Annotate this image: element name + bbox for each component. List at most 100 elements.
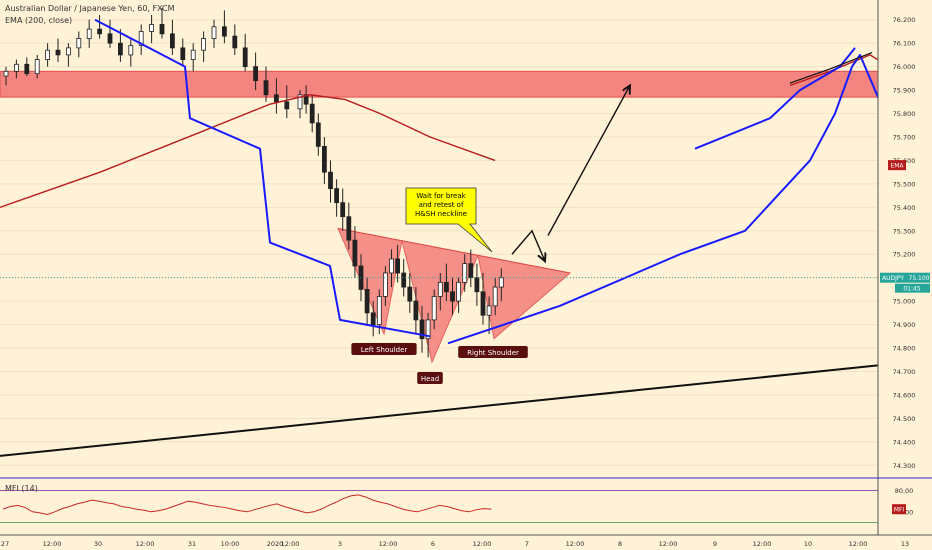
time-tick: 12:00	[659, 540, 678, 548]
left-shoulder-label-bg	[351, 343, 417, 355]
candle	[138, 24, 144, 55]
candle-body	[480, 291, 486, 316]
candle	[169, 19, 175, 55]
candle-body	[431, 296, 437, 321]
candle	[190, 43, 196, 72]
time-tick: 31	[188, 540, 196, 548]
candle	[107, 19, 113, 48]
neckline	[337, 227, 571, 274]
candle-body	[45, 49, 50, 60]
candle	[211, 19, 217, 48]
right-shoulder-shape	[477, 254, 572, 340]
candle-body	[138, 31, 144, 46]
candle-body	[201, 38, 207, 51]
candle	[253, 52, 259, 91]
price-tick: 74.400	[893, 438, 916, 446]
time-tick: 10	[804, 540, 812, 548]
price-tick: 76.100	[893, 40, 916, 48]
blue-curve-right	[447, 53, 899, 345]
candle	[201, 31, 207, 62]
candle	[273, 78, 279, 114]
candle	[297, 90, 303, 119]
price-tick: 75.800	[893, 110, 916, 118]
candle	[76, 31, 82, 58]
candle-body	[352, 239, 358, 267]
candle-body	[498, 277, 504, 288]
candle	[431, 289, 437, 330]
candle-body	[190, 49, 196, 60]
left-shoulder-label: Left Shoulder	[351, 343, 417, 355]
candle	[437, 273, 443, 311]
candle-body	[107, 33, 113, 44]
candle-body	[456, 281, 462, 302]
candle-body	[492, 286, 498, 307]
candle	[315, 113, 321, 156]
candle-body	[468, 263, 474, 279]
candle-body	[76, 38, 82, 49]
ema-legend: EMA (200, close)	[5, 16, 73, 25]
symbol-title: Australian Dollar / Japanese Yen, 60, FX…	[5, 4, 175, 13]
time-tick: 12:00	[379, 540, 398, 548]
candle-body	[450, 291, 455, 302]
head-label-bg	[417, 372, 443, 384]
candle-body	[86, 28, 92, 39]
ema200-line	[0, 94, 496, 209]
time-tick: 12:00	[849, 540, 868, 548]
candle	[334, 179, 340, 217]
time-tick: 9	[713, 540, 717, 548]
time-tick: 7	[525, 540, 529, 548]
candle	[468, 249, 474, 288]
candle-body	[382, 272, 388, 297]
candle	[328, 160, 333, 203]
candle-body	[474, 277, 480, 293]
candle	[242, 33, 248, 72]
last-price-symbol: AUDJPY	[882, 275, 904, 282]
head-label-text: Head	[421, 375, 439, 383]
candle	[370, 301, 376, 337]
time-tick: 30	[94, 540, 102, 548]
candle	[309, 94, 315, 133]
candle-body	[159, 24, 165, 35]
left-shoulder-label-text: Left Shoulder	[361, 346, 408, 354]
candle	[395, 244, 401, 283]
time-tick: 12:00	[753, 540, 772, 548]
candle-body	[315, 122, 321, 147]
countdown-badge	[895, 283, 930, 293]
candle-body	[253, 66, 259, 82]
candle	[474, 263, 480, 306]
price-tick: 75.200	[893, 251, 916, 259]
last-price-value: 75.100	[909, 275, 930, 282]
retest-arrow	[511, 229, 545, 261]
candle-body	[232, 35, 238, 49]
candle-body	[128, 45, 134, 56]
right-shoulder-label: Right Shoulder	[458, 346, 528, 358]
price-tick: 74.600	[893, 391, 916, 399]
candle	[492, 277, 498, 316]
candle-body	[24, 63, 30, 75]
price-tick: 74.800	[893, 345, 916, 353]
candle-body	[118, 42, 123, 56]
resistance-zone	[0, 70, 879, 98]
candle-body	[401, 272, 407, 288]
time-tick: 12:00	[566, 540, 585, 548]
candle-body	[55, 49, 61, 56]
price-tick: 74.500	[893, 415, 916, 423]
ema-badge	[888, 160, 906, 171]
time-tick: 12:00	[473, 540, 492, 548]
trendline	[0, 358, 932, 457]
candle-body	[273, 94, 279, 103]
candle-body	[297, 94, 303, 110]
right-shoulder-label-text: Right Shoulder	[467, 349, 519, 357]
price-tick: 76.200	[893, 16, 916, 24]
candle	[128, 38, 134, 67]
candle-body	[328, 171, 333, 189]
mfi-badge-text: MFI	[894, 507, 905, 514]
time-tick: 13	[901, 540, 909, 548]
price-tick: 74.300	[893, 462, 916, 470]
candle	[480, 273, 486, 325]
candle	[407, 273, 413, 313]
candle-body	[395, 258, 401, 274]
left-shoulder-shape	[337, 227, 403, 336]
candle-body	[334, 188, 340, 204]
